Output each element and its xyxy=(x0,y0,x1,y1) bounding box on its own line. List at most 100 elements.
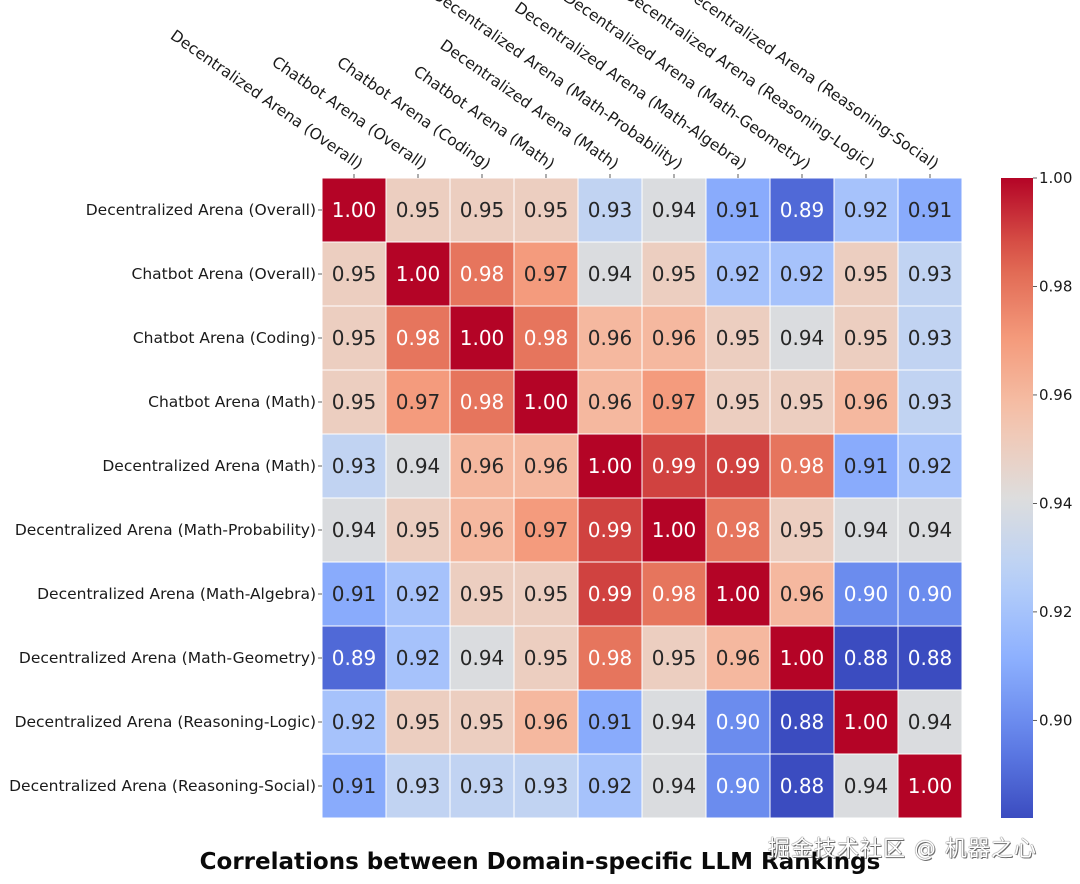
cell-value-label: 0.95 xyxy=(332,390,377,414)
heatmap-cell xyxy=(769,433,835,499)
cell-value-label: 0.93 xyxy=(524,774,569,798)
heatmap-cell xyxy=(897,177,963,243)
cell-value-label: 0.93 xyxy=(460,774,505,798)
cell-value-label: 0.90 xyxy=(844,582,889,606)
heatmap-cell xyxy=(769,561,835,627)
heatmap-cell xyxy=(449,433,515,499)
heatmap-cell xyxy=(385,433,451,499)
cell-value-label: 0.98 xyxy=(396,326,441,350)
heatmap-cell xyxy=(769,689,835,755)
cell-value-label: 0.98 xyxy=(780,454,825,478)
heatmap-cell xyxy=(897,625,963,691)
cell-value-label: 1.00 xyxy=(716,582,761,606)
heatmap-cell xyxy=(513,561,579,627)
heatmap-cell xyxy=(385,305,451,371)
heatmap-cell xyxy=(641,625,707,691)
cell-value-label: 0.94 xyxy=(332,518,377,542)
colorbar-tick-label: 1.00 xyxy=(1039,169,1072,187)
cell-value-label: 0.96 xyxy=(524,710,569,734)
heatmap-cell xyxy=(705,241,771,307)
heatmap-cell xyxy=(833,369,899,435)
heatmap-cell xyxy=(641,241,707,307)
cell-value-label: 0.98 xyxy=(460,390,505,414)
heatmap-cell xyxy=(641,753,707,819)
cell-value-label: 1.00 xyxy=(652,518,697,542)
heatmap-cell xyxy=(641,369,707,435)
heatmap-cell xyxy=(897,369,963,435)
cell-value-label: 0.95 xyxy=(844,262,889,286)
colorbar-tick-label: 0.96 xyxy=(1039,386,1072,404)
cell-value-label: 0.93 xyxy=(588,198,633,222)
cell-value-label: 0.99 xyxy=(588,582,633,606)
cell-value-label: 0.95 xyxy=(652,646,697,670)
colorbar-tick-label: 0.98 xyxy=(1039,277,1072,295)
heatmap-cell xyxy=(769,177,835,243)
cell-value-label: 0.92 xyxy=(332,710,377,734)
cell-value-label: 1.00 xyxy=(844,710,889,734)
y-tick-label: Decentralized Arena (Reasoning-Social) xyxy=(9,777,316,795)
watermark: 掘金技术社区 @ 机器之心 xyxy=(768,837,1037,862)
heatmap-cell xyxy=(897,241,963,307)
cell-value-label: 0.90 xyxy=(716,774,761,798)
cell-value-label: 0.95 xyxy=(332,326,377,350)
cell-value-label: 0.99 xyxy=(588,518,633,542)
heatmap-cell xyxy=(577,497,643,563)
cell-value-label: 0.95 xyxy=(716,390,761,414)
cell-value-label: 0.91 xyxy=(332,582,377,606)
heatmap-cell xyxy=(833,497,899,563)
cell-value-label: 0.98 xyxy=(524,326,569,350)
cell-value-label: 0.96 xyxy=(716,646,761,670)
heatmap-cell xyxy=(513,689,579,755)
heatmap-cells xyxy=(321,177,963,819)
cell-value-label: 0.95 xyxy=(332,262,377,286)
x-tick-label: Decentralized Arena (Math-Algebra) xyxy=(511,0,750,173)
cell-value-label: 1.00 xyxy=(396,262,441,286)
cell-value-label: 0.96 xyxy=(588,390,633,414)
heatmap-cell xyxy=(449,305,515,371)
heatmap-cell xyxy=(705,561,771,627)
cell-value-label: 0.95 xyxy=(396,198,441,222)
heatmap-cell xyxy=(321,561,387,627)
cell-value-label: 0.94 xyxy=(588,262,633,286)
cell-value-label: 0.93 xyxy=(908,326,953,350)
colorbar-tick-label: 0.94 xyxy=(1039,494,1072,512)
cell-value-label: 0.93 xyxy=(396,774,441,798)
cell-value-label: 0.93 xyxy=(332,454,377,478)
cell-value-label: 0.97 xyxy=(396,390,441,414)
cell-value-label: 0.96 xyxy=(844,390,889,414)
cell-annotations: 1.00 0.95 0.95 0.95 0.93 0.94 0.91 0.89 0.92 0.91… xyxy=(332,198,953,798)
cell-value-label: 0.95 xyxy=(396,710,441,734)
cell-value-label: 0.96 xyxy=(524,454,569,478)
heatmap-cell xyxy=(705,305,771,371)
heatmap-cell xyxy=(449,689,515,755)
heatmap-cell xyxy=(577,433,643,499)
heatmap-cell xyxy=(833,241,899,307)
y-tick-label: Decentralized Arena (Overall) xyxy=(86,201,316,219)
cell-value-label: 0.99 xyxy=(716,454,761,478)
cell-value-label: 0.94 xyxy=(908,518,953,542)
heatmap-cell xyxy=(833,305,899,371)
cell-value-label: 0.95 xyxy=(716,326,761,350)
cell-value-label: 1.00 xyxy=(780,646,825,670)
heatmap-cell xyxy=(385,689,451,755)
cell-value-label: 0.91 xyxy=(716,198,761,222)
cell-value-label: 0.89 xyxy=(780,198,825,222)
cell-value-label: 0.98 xyxy=(460,262,505,286)
cell-value-label: 0.96 xyxy=(588,326,633,350)
cell-value-label: 0.98 xyxy=(716,518,761,542)
heatmap-cell xyxy=(577,753,643,819)
heatmap-cell xyxy=(513,625,579,691)
heatmap-cell xyxy=(833,561,899,627)
cell-value-label: 0.88 xyxy=(780,710,825,734)
y-tick-label: Decentralized Arena (Reasoning-Logic) xyxy=(15,713,316,731)
cell-value-label: 0.92 xyxy=(396,646,441,670)
cell-value-label: 0.95 xyxy=(524,198,569,222)
heatmap-cell xyxy=(321,753,387,819)
cell-value-label: 0.90 xyxy=(908,582,953,606)
heatmap-cell xyxy=(833,689,899,755)
heatmap-cell xyxy=(705,689,771,755)
colorbar-tick-label: 0.90 xyxy=(1039,711,1072,729)
heatmap-cell xyxy=(769,305,835,371)
cell-value-label: 0.98 xyxy=(652,582,697,606)
